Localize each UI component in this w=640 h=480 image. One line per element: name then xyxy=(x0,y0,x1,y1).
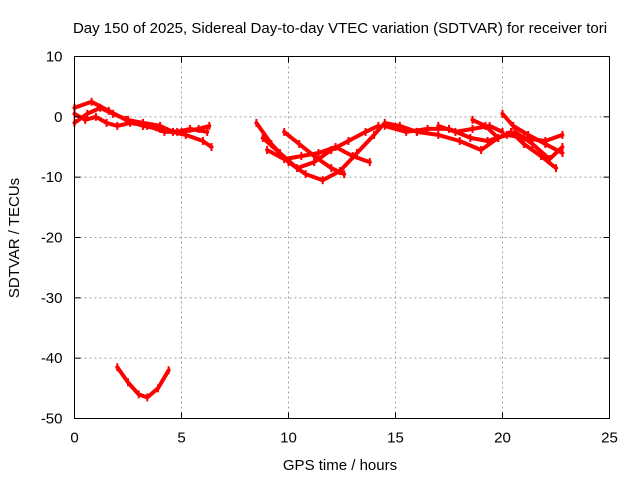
tick-layer: 0 5 10 15 20 25 10 0 -10 -20 -30 -40 -50 xyxy=(41,49,618,447)
x-axis-label: GPS time / hours xyxy=(283,457,397,474)
y-tick-label: -40 xyxy=(41,350,63,367)
y-tick-label: -30 xyxy=(41,290,63,307)
series-layer xyxy=(72,97,565,402)
x-tick-label: 25 xyxy=(601,430,618,447)
series-track-4 xyxy=(115,365,171,400)
x-tick-label: 0 xyxy=(70,430,78,447)
series-track-6 xyxy=(260,123,381,171)
chart-title: Day 150 of 2025, Sidereal Day-to-day VTE… xyxy=(73,20,607,37)
x-tick-label: 20 xyxy=(494,430,511,447)
x-tick-label: 10 xyxy=(280,430,297,447)
x-tick-label: 5 xyxy=(177,430,185,447)
y-tick-label: 10 xyxy=(46,49,63,66)
grid-layer xyxy=(74,56,610,419)
y-axis-label: SDTVAR / TECUs xyxy=(6,178,23,298)
y-tick-label: 0 xyxy=(54,109,62,126)
x-tick-label: 15 xyxy=(387,430,404,447)
y-tick-label: -50 xyxy=(41,411,63,428)
y-tick-label: -20 xyxy=(41,230,63,247)
y-tick-label: -10 xyxy=(41,169,63,186)
